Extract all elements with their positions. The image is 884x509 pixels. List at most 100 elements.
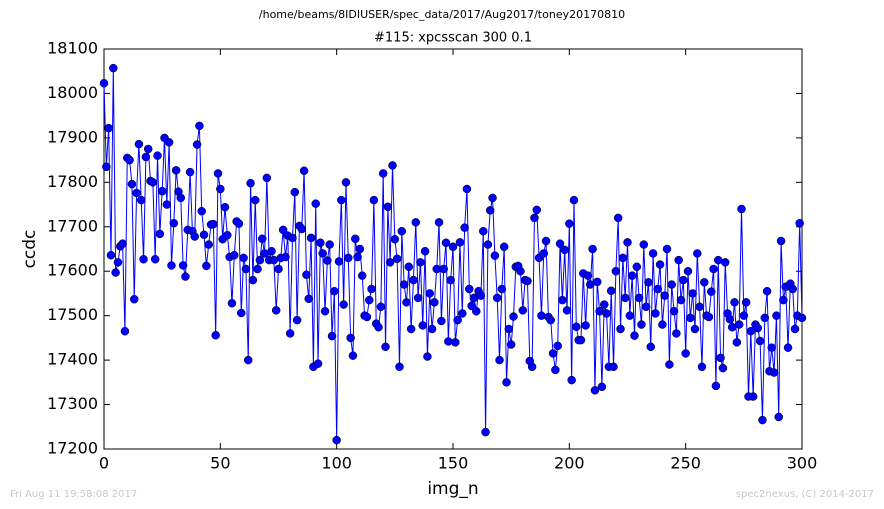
data-point [385, 258, 395, 267]
data-point [620, 293, 630, 303]
data-point [637, 320, 646, 329]
data-point [111, 268, 120, 277]
data-point [602, 309, 611, 318]
data-point [681, 349, 690, 358]
data-point [518, 306, 528, 315]
data-point [290, 187, 300, 197]
data-point [788, 284, 797, 294]
data-point [448, 242, 458, 252]
data-point [567, 375, 576, 385]
data-point [164, 138, 174, 147]
data-point [148, 178, 158, 187]
data-point [753, 323, 763, 333]
data-point [383, 202, 393, 212]
data-point [683, 266, 693, 276]
data-point [467, 301, 476, 311]
data-point [353, 252, 362, 262]
data-point [199, 230, 209, 240]
data-point [171, 166, 181, 175]
data-point [304, 294, 313, 304]
data-point [143, 144, 153, 154]
data-point [611, 266, 621, 276]
data-point [660, 291, 669, 300]
data-point [267, 246, 276, 256]
data-point [455, 238, 465, 247]
data-point [446, 275, 455, 285]
data-point [250, 195, 260, 205]
data-point [632, 262, 642, 272]
data-point [271, 306, 281, 315]
data-point [599, 300, 609, 309]
data-point [700, 278, 709, 287]
data-point [302, 270, 311, 280]
data-point [562, 306, 572, 315]
data-point [399, 280, 409, 289]
x-tick-label: 200 [554, 454, 585, 473]
data-point [539, 249, 548, 258]
data-point [204, 240, 213, 249]
data-point [623, 238, 632, 247]
data-point [136, 195, 146, 205]
data-point [730, 298, 739, 307]
data-point [590, 386, 600, 395]
data-point [246, 178, 255, 188]
data-point [248, 275, 258, 285]
data-point [327, 331, 337, 341]
data-point [651, 309, 660, 318]
data-point [358, 271, 367, 280]
data-point [169, 218, 179, 228]
data-point [720, 258, 730, 267]
data-point [583, 271, 593, 280]
data-point [392, 254, 402, 264]
data-point [618, 253, 628, 263]
data-point [739, 311, 749, 320]
data-point [404, 262, 414, 272]
data-point [118, 239, 127, 248]
data-point [297, 224, 307, 234]
data-point [141, 152, 151, 162]
y-tick-label: 17200 [47, 439, 98, 458]
data-point [616, 324, 625, 334]
timestamp: Fri Aug 11 19:58:08 2017 [10, 489, 137, 500]
data-point [339, 300, 348, 309]
data-point [572, 322, 581, 332]
y-tick-label: 17300 [47, 394, 98, 413]
data-point [155, 229, 165, 239]
data-point [476, 291, 486, 300]
data-point [797, 313, 807, 323]
data-point [167, 261, 176, 270]
data-point [423, 352, 432, 361]
data-point [741, 298, 751, 307]
data-point [181, 272, 190, 281]
data-point [223, 230, 232, 240]
data-point [725, 314, 735, 324]
data-point [639, 240, 649, 249]
data-point [795, 218, 804, 228]
data-point [355, 244, 365, 254]
data-point [704, 312, 714, 322]
data-point [378, 169, 388, 178]
data-point [676, 295, 686, 305]
data-point [755, 336, 765, 346]
data-point [325, 240, 334, 249]
data-point [453, 315, 462, 325]
data-point [444, 337, 453, 346]
data-point [364, 295, 374, 305]
data-point [341, 178, 351, 187]
data-point [213, 169, 223, 178]
data-point [109, 63, 118, 73]
data-point [255, 255, 265, 265]
data-point [541, 236, 551, 246]
data-point [462, 184, 472, 194]
data-point [760, 313, 770, 323]
data-point [348, 351, 358, 360]
data-point [746, 326, 756, 336]
data-point [129, 294, 139, 304]
y-tick-label: 17400 [47, 350, 98, 369]
data-point [402, 298, 411, 307]
data-point [113, 258, 123, 267]
data-point [672, 329, 681, 338]
data-point [367, 284, 376, 294]
data-point [499, 242, 509, 252]
